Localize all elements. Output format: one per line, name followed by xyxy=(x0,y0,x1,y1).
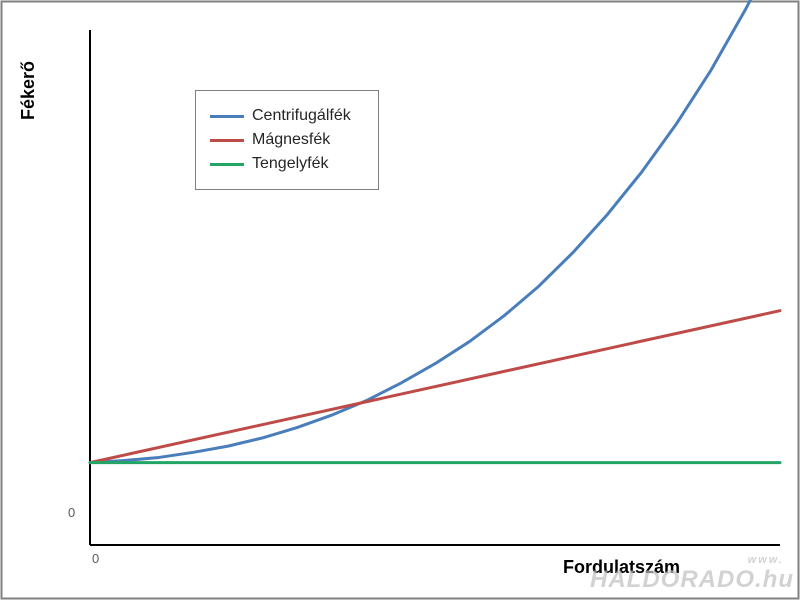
y-axis-label: Fékerő xyxy=(18,61,39,120)
line-chart xyxy=(0,0,800,600)
legend-row-0: Centrifugálfék xyxy=(210,107,358,125)
legend-row-1: Mágnesfék xyxy=(210,131,358,149)
x-axis-label: Fordulatszám xyxy=(563,557,680,578)
legend-swatch-0 xyxy=(210,115,244,118)
legend-row-2: Tengelyfék xyxy=(210,155,358,173)
legend-label-2: Tengelyfék xyxy=(252,155,329,173)
legend-label-0: Centrifugálfék xyxy=(252,107,351,125)
chart-border xyxy=(2,2,799,599)
legend-label-1: Mágnesfék xyxy=(252,131,330,149)
x-axis-zero-tick: 0 xyxy=(92,551,99,566)
legend-swatch-1 xyxy=(210,139,244,142)
chart-container: Fékerő Fordulatszám 0 0 Centrifugálfék Má… xyxy=(0,0,800,600)
y-axis-zero-tick: 0 xyxy=(68,505,75,520)
legend-swatch-2 xyxy=(210,163,244,166)
legend: Centrifugálfék Mágnesfék Tengelyfék xyxy=(195,90,379,190)
